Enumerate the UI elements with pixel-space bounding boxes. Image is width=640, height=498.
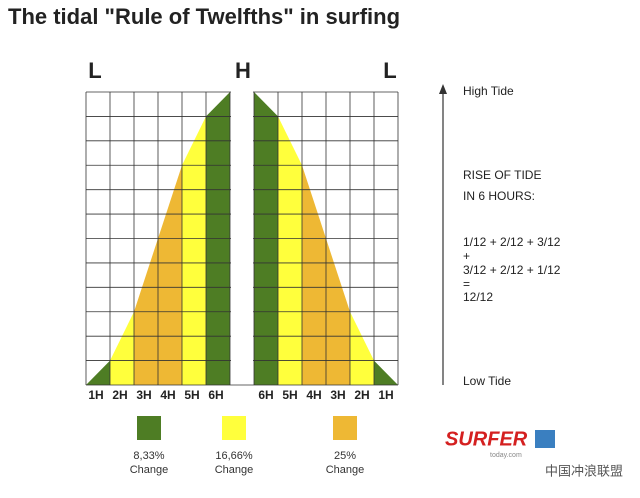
- tide-column: [350, 311, 374, 385]
- tide-mark: L: [88, 58, 101, 83]
- hour-label: 4H: [160, 388, 175, 402]
- rise-heading: IN 6 HOURS:: [463, 189, 535, 203]
- rise-heading: RISE OF TIDE: [463, 168, 541, 182]
- hour-label: 6H: [258, 388, 273, 402]
- legend-value: 16,66%: [215, 450, 253, 462]
- tide-column: [302, 165, 326, 385]
- title: The tidal "Rule of Twelfths" in surfing: [8, 4, 400, 29]
- legend-swatch: [222, 416, 246, 440]
- slack-gap: [231, 90, 253, 384]
- tide-column: [86, 360, 110, 385]
- tide-column: [182, 116, 206, 386]
- legend-swatch: [333, 416, 357, 440]
- legend-value: 25%: [334, 450, 356, 462]
- tide-mark: L: [383, 58, 396, 83]
- legend-value: 8,33%: [133, 450, 164, 462]
- hour-label: 3H: [330, 388, 345, 402]
- legend-swatch: [137, 416, 161, 440]
- legend-label: Change: [326, 464, 365, 476]
- logo-icon: [535, 430, 555, 448]
- formula: 3/12 + 2/12 + 1/12: [463, 263, 561, 277]
- tide-mark: H: [235, 58, 251, 83]
- hour-label: 6H: [208, 388, 223, 402]
- grid: [85, 90, 399, 386]
- hour-label: 1H: [88, 388, 103, 402]
- tide-column: [158, 165, 182, 385]
- hour-label: 2H: [354, 388, 369, 402]
- watermark: 中国冲浪联盟: [545, 463, 623, 478]
- logo: SURFER: [445, 428, 528, 450]
- formula: =: [463, 277, 470, 291]
- formula: 12/12: [463, 290, 493, 304]
- tide-column: [278, 116, 302, 386]
- hour-label: 5H: [184, 388, 199, 402]
- low-tide: Low Tide: [463, 374, 511, 388]
- formula: +: [463, 249, 470, 263]
- tide-column: [110, 311, 134, 385]
- hour-label: 3H: [136, 388, 151, 402]
- formula: 1/12 + 2/12 + 3/12: [463, 235, 561, 249]
- hour-label: 4H: [306, 388, 321, 402]
- high-tide: High Tide: [463, 84, 514, 98]
- hour-label: 2H: [112, 388, 127, 402]
- tide-column: [374, 360, 398, 385]
- arrow-head: [439, 84, 447, 94]
- hour-label: 1H: [378, 388, 393, 402]
- legend-label: Change: [215, 464, 254, 476]
- hour-label: 5H: [282, 388, 297, 402]
- legend-label: Change: [130, 464, 169, 476]
- logo-sub: today.com: [490, 452, 522, 459]
